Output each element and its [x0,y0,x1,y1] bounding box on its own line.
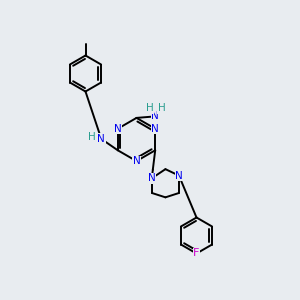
Text: H: H [158,103,166,113]
Text: N: N [133,156,140,166]
Text: H: H [88,132,96,142]
Text: N: N [114,124,122,134]
Text: H: H [146,103,154,113]
Text: N: N [98,134,105,144]
Text: N: N [148,173,156,183]
Text: N: N [151,111,159,122]
Text: N: N [175,171,183,181]
Text: N: N [151,124,159,134]
Text: F: F [193,248,200,259]
